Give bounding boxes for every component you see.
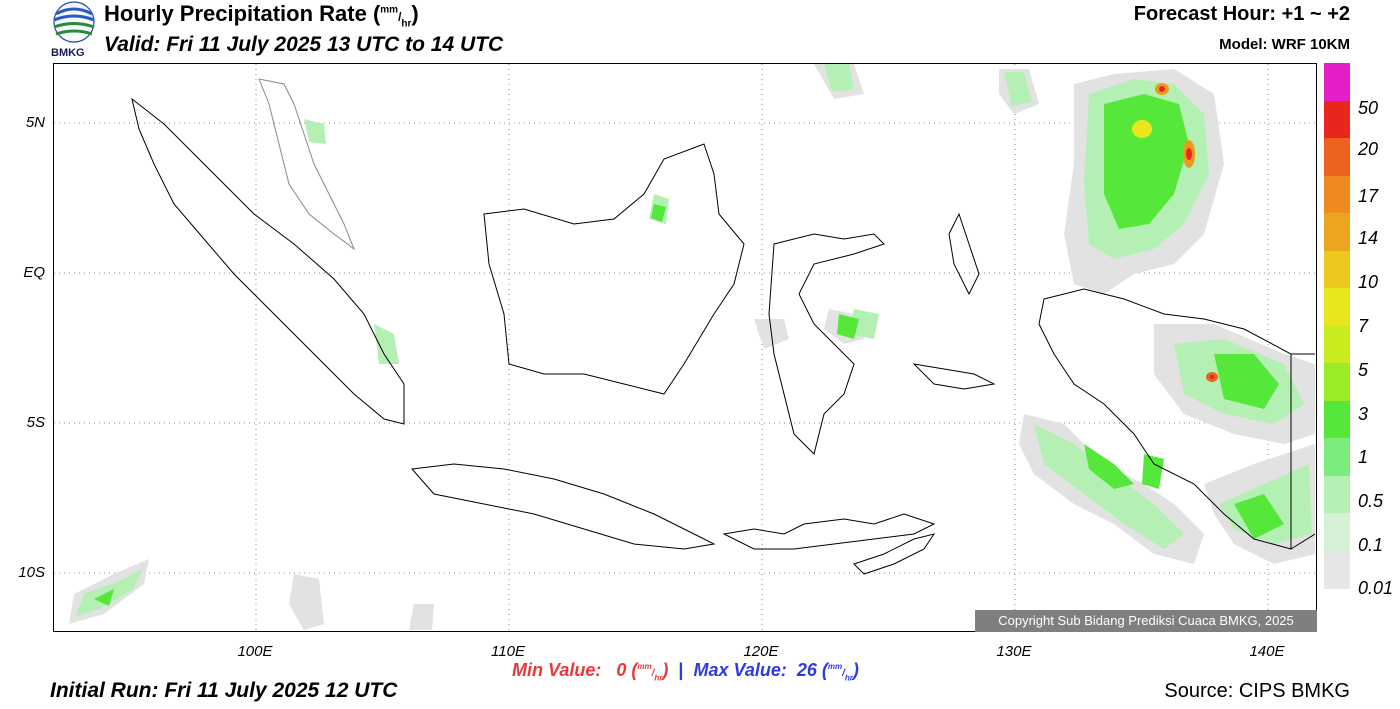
legend-label: 14 xyxy=(1358,228,1379,248)
legend-label: 5 xyxy=(1358,360,1369,380)
legend-label: 3 xyxy=(1358,404,1369,424)
copyright-notice: Copyright Sub Bidang Prediksi Cuaca BMKG… xyxy=(975,610,1317,632)
legend-swatch xyxy=(1324,400,1350,439)
page-title: Hourly Precipitation Rate (mm/hr) xyxy=(104,1,419,30)
lat-label-eq: EQ xyxy=(23,264,45,281)
lon-label-110e: 110E xyxy=(491,643,525,660)
legend-label: 20 xyxy=(1358,139,1379,159)
bmkg-logo-icon xyxy=(53,1,95,43)
lat-label-10s: 10S xyxy=(18,564,45,581)
legend-label: 50 xyxy=(1358,98,1379,118)
legend-label: 0.01 xyxy=(1358,578,1394,598)
initial-run: Initial Run: Fri 11 July 2025 12 UTC xyxy=(50,679,398,702)
legend-swatch xyxy=(1324,63,1350,101)
legend-swatch xyxy=(1324,250,1350,289)
legend-label: 17 xyxy=(1358,186,1379,206)
lon-label-120e: 120E xyxy=(743,643,779,660)
lat-label-5n: 5N xyxy=(25,114,45,131)
legend-swatch xyxy=(1324,513,1350,551)
valid-time: Valid: Fri 11 July 2025 13 UTC to 14 UTC xyxy=(104,33,504,56)
legend-label: 0.5 xyxy=(1358,491,1384,511)
legend-label: 7 xyxy=(1358,316,1369,336)
lon-label-140e: 140E xyxy=(1249,643,1285,660)
model-name: Model: WRF 10KM xyxy=(1219,36,1350,53)
precip-high xyxy=(1132,83,1218,382)
precipitation-map xyxy=(54,64,1315,630)
lat-label-5s: 5S xyxy=(26,414,45,431)
legend-swatch xyxy=(1324,475,1350,514)
lon-label-100e: 100E xyxy=(237,643,273,660)
legend-label: 10 xyxy=(1358,272,1379,292)
legend-swatch xyxy=(1324,363,1350,401)
legend-colorbar xyxy=(1324,63,1350,589)
legend-swatch xyxy=(1324,550,1350,589)
min-max-values: Min Value: 0 (mm/hr) | Max Value: 26 (mm… xyxy=(512,660,859,683)
legend-swatch xyxy=(1324,175,1350,214)
lon-label-130e: 130E xyxy=(996,643,1032,660)
legend-label: 0.1 xyxy=(1358,535,1384,555)
min-value: Min Value: 0 (mm/hr) xyxy=(512,660,669,683)
source-credit: Source: CIPS BMKG xyxy=(1164,680,1350,702)
legend-swatch xyxy=(1324,438,1350,476)
legend-label: 1 xyxy=(1358,447,1369,467)
precip-1 xyxy=(94,94,1284,606)
coastlines xyxy=(131,78,1315,575)
forecast-hour: Forecast Hour: +1 ~ +2 xyxy=(1133,3,1350,25)
legend-swatch xyxy=(1324,213,1350,251)
min-max-separator: | xyxy=(678,660,684,680)
logo-text: BMKG xyxy=(51,47,85,59)
legend-swatch xyxy=(1324,100,1350,139)
max-value: Max Value: 26 (mm/hr) xyxy=(693,660,859,683)
map-frame xyxy=(53,63,1317,632)
legend-swatch xyxy=(1324,138,1350,176)
legend-swatch xyxy=(1324,288,1350,326)
legend-swatch xyxy=(1324,325,1350,364)
